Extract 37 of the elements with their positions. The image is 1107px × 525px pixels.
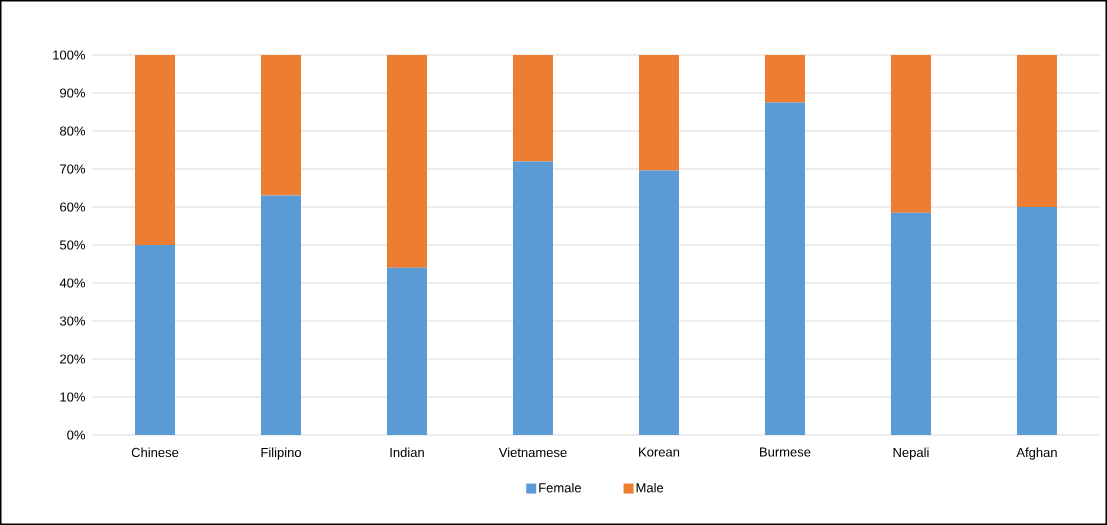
bar xyxy=(260,195,301,435)
x-tick-label: Afghan xyxy=(1016,447,1057,460)
bar xyxy=(1016,207,1057,435)
bar xyxy=(638,55,679,171)
y-tick-label: 80% xyxy=(60,126,85,136)
y-tick-label: 100% xyxy=(53,50,85,60)
y-tick-label: 40% xyxy=(59,278,85,288)
bar xyxy=(890,212,931,435)
bar xyxy=(764,102,805,435)
x-tick-label: Indian xyxy=(390,447,424,458)
bar xyxy=(512,161,553,435)
x-tick-label: Filipino xyxy=(261,447,302,460)
x-tick-label: Vietnamese xyxy=(498,447,567,458)
bar xyxy=(260,55,301,196)
bar xyxy=(890,55,931,213)
x-tick-label: Burmese xyxy=(760,447,811,457)
bar xyxy=(135,55,175,245)
y-tick-label: 10% xyxy=(60,392,85,402)
y-tick-label: 70% xyxy=(60,164,85,174)
bar xyxy=(764,55,805,103)
y-tick-label: 20% xyxy=(60,354,85,364)
bar xyxy=(135,245,175,435)
x-tick-label: Chinese xyxy=(131,447,179,458)
x-tick-label: Korean xyxy=(639,447,680,457)
bar xyxy=(1016,55,1057,207)
legend-label: Male xyxy=(636,482,664,493)
x-tick-label: Nepali xyxy=(893,447,929,460)
bar xyxy=(386,55,427,268)
y-tick-label: 60% xyxy=(60,202,85,212)
y-tick-label: 90% xyxy=(60,88,85,98)
legend-label: Female xyxy=(539,482,581,493)
y-tick-label: 50% xyxy=(59,240,85,250)
y-tick-label: 0% xyxy=(67,430,85,440)
bar xyxy=(386,267,427,435)
y-tick-label: 30% xyxy=(59,316,85,326)
bar xyxy=(512,55,553,162)
bar xyxy=(638,170,679,435)
